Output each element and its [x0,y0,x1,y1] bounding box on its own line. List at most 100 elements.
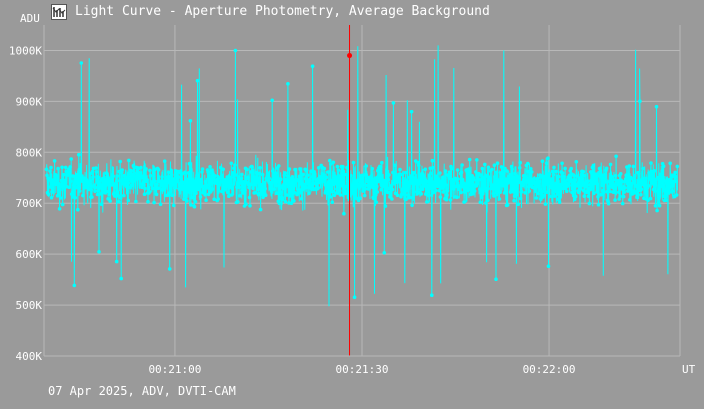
data-point [547,172,552,176]
data-point [221,167,225,172]
data-point [414,182,419,186]
data-point [198,184,202,188]
data-point [262,180,267,185]
data-point [241,191,245,195]
data-point [426,189,431,194]
data-point [46,192,51,197]
data-point [628,187,633,191]
data-point [371,196,376,201]
data-point [464,183,469,187]
data-point [351,191,355,195]
data-point [486,165,491,170]
data-point [517,176,521,180]
data-point [581,169,586,174]
data-point [146,185,151,190]
data-point [370,166,375,171]
data-point [379,165,383,169]
data-point [115,190,120,195]
data-point [606,201,611,206]
time-cursor[interactable] [347,25,353,356]
data-point [93,189,97,194]
data-point [462,200,466,204]
data-point [239,176,244,181]
data-point [303,176,308,181]
data-point [77,152,81,157]
data-point [655,189,660,193]
data-point [587,201,592,206]
data-point [402,183,407,188]
data-point [327,186,332,191]
data-point [206,192,211,197]
data-point [649,161,653,165]
data-point [288,186,292,190]
data-point [180,187,184,191]
data-point [385,184,389,189]
data-point [404,178,409,183]
data-point [442,179,447,184]
data-point [556,174,561,179]
data-point [258,207,263,212]
data-point [233,48,238,53]
data-point [388,193,393,197]
data-point [232,177,237,182]
data-point [308,178,312,183]
data-point [108,199,112,203]
data-point [471,178,476,182]
data-point [326,191,330,196]
data-point [460,177,465,182]
data-point [141,176,146,180]
data-point [477,177,482,182]
data-point [589,185,594,189]
data-point [134,199,138,204]
data-point [140,185,144,189]
data-point [202,189,206,193]
data-point [604,166,609,171]
data-point [52,159,57,163]
data-point [309,169,313,173]
data-point [491,183,495,188]
light-curve-app-icon [51,4,67,20]
data-point [338,189,342,193]
data-point [603,180,608,184]
data-point [238,194,242,198]
data-point [436,180,441,185]
data-point [133,174,138,179]
data-point [325,184,330,188]
data-point [403,170,408,175]
data-point [631,177,635,181]
data-point [671,179,676,184]
data-point [415,187,420,191]
y-tick-label: 600K [16,248,43,261]
data-point [226,190,230,195]
data-point [253,177,257,181]
data-point [429,179,434,183]
data-point [391,101,396,105]
data-point [122,193,126,198]
y-tick-label: 800K [16,146,43,159]
data-point [546,264,551,269]
data-point [78,189,82,193]
data-point [652,182,656,187]
data-point [60,202,65,207]
data-point [412,170,416,175]
title-bar: Light Curve - Aperture Photometry, Avera… [0,0,704,24]
data-point [103,184,108,188]
data-point [526,161,530,166]
data-point [321,173,326,177]
data-point [518,160,522,165]
data-point [96,175,101,180]
data-point [444,183,448,187]
data-point [61,172,66,177]
data-point [508,177,512,182]
data-point [448,176,452,181]
data-point [291,177,295,182]
data-point [445,189,450,193]
data-point [284,177,288,182]
data-point [330,200,335,204]
data-point [618,194,622,199]
data-point [132,171,137,176]
data-point [326,170,331,174]
data-point [233,163,237,167]
data-point [564,189,569,194]
